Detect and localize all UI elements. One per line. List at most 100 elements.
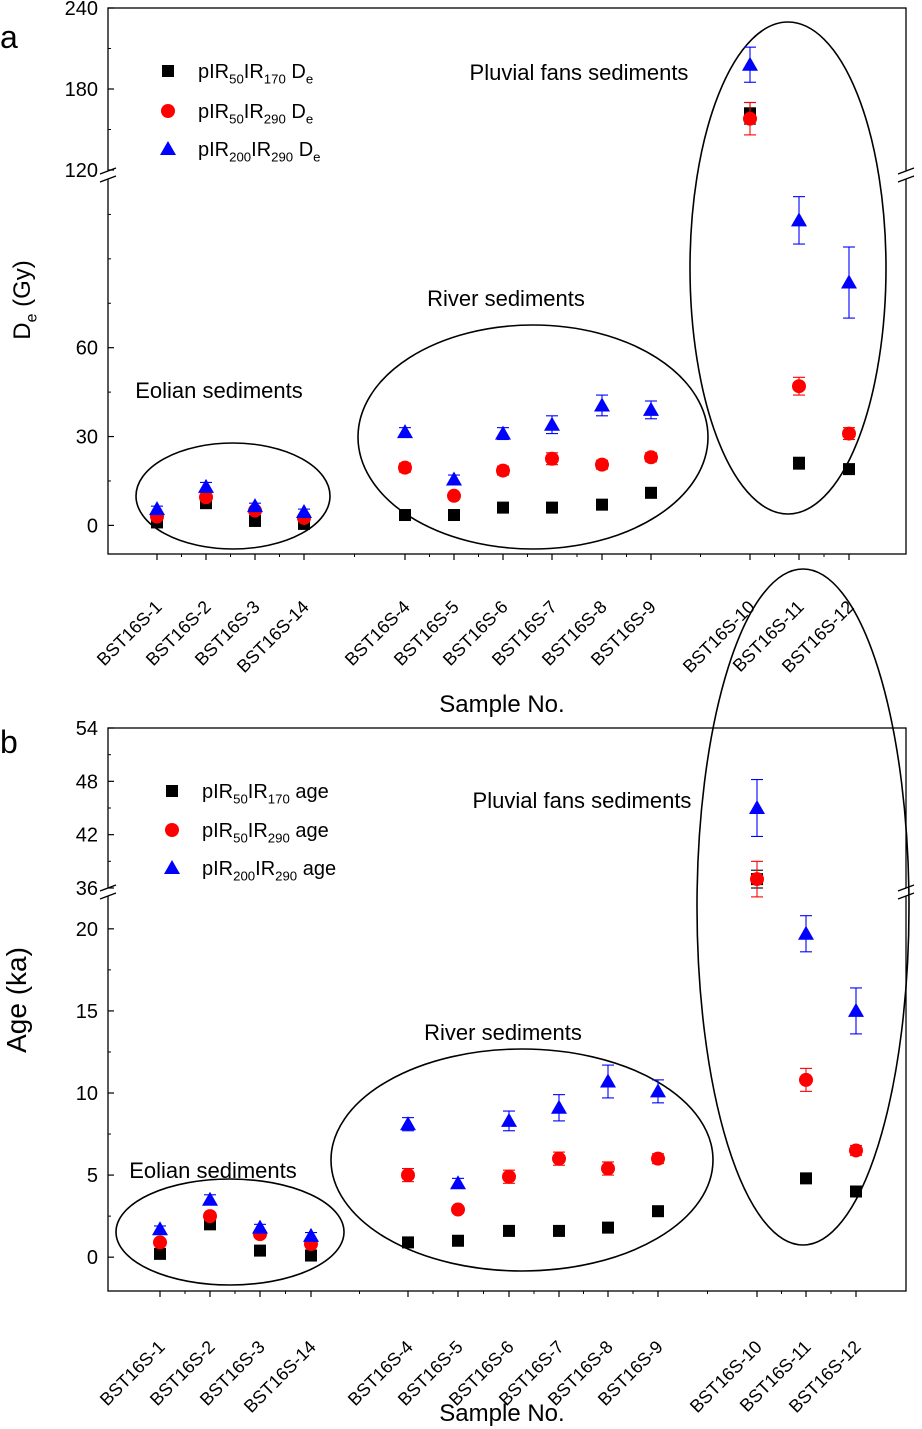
text-span: D (286, 61, 306, 83)
group-ellipse-1 (357, 324, 709, 550)
text-span: IR (255, 858, 275, 880)
y-tick-label: 48 (76, 771, 98, 793)
data-point (841, 274, 857, 289)
data-point (450, 1175, 466, 1190)
y-tick-label: 0 (87, 1247, 98, 1269)
text-span: D (293, 139, 313, 161)
text-span: 170 (264, 72, 286, 87)
data-point (750, 872, 764, 887)
y-tick-label: 120 (65, 160, 98, 182)
data-point (254, 1244, 266, 1257)
data-point (546, 501, 558, 514)
group-ellipse-0 (115, 1178, 345, 1286)
group-annotation: Pluvial fans sediments (470, 60, 689, 85)
data-point (199, 490, 213, 505)
text-span: e (24, 313, 41, 322)
series-pIR200IR290 (152, 779, 864, 1242)
data-point (595, 457, 609, 472)
panel-label: b (0, 724, 18, 760)
data-point (397, 424, 413, 439)
data-point (596, 498, 608, 511)
data-point (448, 509, 460, 522)
text-span: 200 (233, 869, 255, 884)
axis-break-gap (102, 888, 114, 896)
data-point (594, 397, 610, 412)
text-span: pIR (202, 858, 233, 880)
text-span: D (9, 322, 36, 339)
data-point (305, 1249, 317, 1262)
plot-frame (107, 7, 907, 555)
data-point (249, 514, 261, 527)
data-point (601, 1161, 615, 1176)
series-pIR200IR290 (149, 46, 857, 519)
text-span: e (306, 72, 313, 87)
data-point (198, 478, 214, 493)
data-point (202, 1191, 218, 1206)
axis-break-gap (900, 888, 912, 896)
text-span: 50 (229, 72, 244, 87)
data-point (551, 1099, 567, 1114)
group-ellipse-2 (689, 21, 887, 515)
text-span: pIR (198, 139, 229, 161)
text-span: pIR (198, 61, 229, 83)
x-axis-title: Sample No. (439, 691, 564, 718)
data-point (650, 1083, 666, 1098)
data-point (503, 1224, 515, 1237)
data-point (643, 401, 659, 416)
text-span: pIR (198, 101, 229, 123)
data-point (651, 1151, 665, 1166)
data-point (296, 504, 312, 519)
series-pIR50IR170 (154, 869, 862, 1262)
data-point (400, 1116, 416, 1131)
text-span: D (286, 101, 306, 123)
text-span: 290 (268, 831, 290, 846)
data-point (164, 860, 180, 874)
plot-frame (107, 727, 907, 1292)
series-pIR50IR290 (150, 101, 856, 525)
data-point (154, 1247, 166, 1260)
data-point (552, 1151, 566, 1166)
group-ellipse-2 (696, 568, 910, 1246)
data-point (401, 1168, 415, 1183)
text-span: IR (248, 820, 268, 842)
data-point (452, 1234, 464, 1247)
y-tick-label: 42 (76, 825, 98, 847)
axis-break-mark (99, 892, 117, 900)
data-point (402, 1236, 414, 1249)
text-span: age (290, 781, 329, 803)
y-axis-title: Age (ka) (1, 947, 32, 1053)
y-tick-label: 15 (76, 1001, 98, 1023)
data-point (849, 1143, 863, 1158)
group-ellipse-0 (135, 442, 331, 550)
text-span: age (297, 858, 336, 880)
text-span: 50 (229, 112, 244, 127)
data-point (497, 501, 509, 514)
group-annotation: Eolian sediments (129, 1158, 297, 1183)
text-span: pIR (202, 781, 233, 803)
group-annotation: Pluvial fans sediments (473, 788, 692, 813)
data-point (644, 450, 658, 465)
axis-break-mark (897, 884, 915, 892)
data-point (153, 1235, 167, 1250)
data-point (162, 65, 174, 77)
y-tick-label: 20 (76, 919, 98, 941)
y-axis-title: De (Gy) (9, 260, 41, 339)
text-span: IR (248, 781, 268, 803)
data-point (749, 800, 765, 814)
data-point (842, 426, 856, 441)
text-span: 50 (233, 792, 248, 807)
text-span: (Gy) (9, 260, 36, 313)
data-point (166, 785, 178, 797)
data-point (645, 486, 657, 499)
text-span: 290 (264, 112, 286, 127)
data-point (496, 463, 510, 478)
data-point (791, 212, 807, 227)
data-point (303, 1227, 319, 1242)
axis-break-gap (102, 171, 114, 179)
group-annotation: River sediments (424, 1020, 582, 1045)
data-point (553, 1224, 565, 1237)
data-point (799, 1072, 813, 1087)
y-tick-label: 180 (65, 79, 98, 101)
y-tick-label: 30 (76, 427, 98, 449)
data-point (545, 451, 559, 466)
